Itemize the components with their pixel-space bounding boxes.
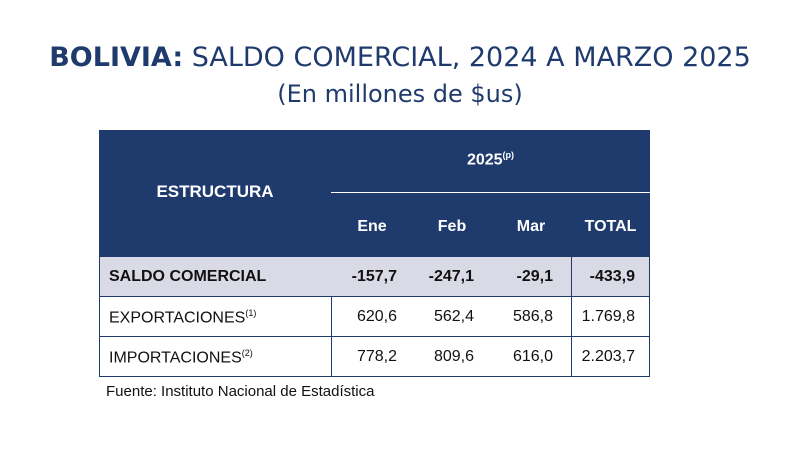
title-bold: BOLIVIA:	[49, 42, 184, 73]
row-label-note: (2)	[241, 348, 253, 358]
cell-feb: 809,6	[433, 348, 474, 365]
row-label-text: EXPORTACIONES	[109, 309, 246, 327]
row-edge-left	[99, 297, 100, 336]
cell-mar: 586,8	[512, 308, 553, 325]
row-edge-right	[649, 297, 650, 336]
cell-ene: 778,2	[356, 348, 397, 365]
row-edge-left	[99, 257, 100, 296]
year-note: (p)	[502, 150, 515, 160]
label-divider	[331, 337, 332, 376]
cell-ene: -157,7	[351, 268, 397, 285]
year-header: 2025(p)	[331, 150, 650, 169]
table-row-saldo: SALDO COMERCIAL -157,7 -247,1 -29,1 -433…	[99, 257, 650, 297]
source-note: Fuente: Instituto Nacional de Estadístic…	[106, 383, 375, 400]
col-mar: Mar	[516, 218, 546, 235]
cell-mar: 616,0	[512, 348, 553, 365]
row-label: EXPORTACIONES(1)	[109, 308, 256, 327]
table-row-exportaciones: EXPORTACIONES(1) 620,6 562,4 586,8 1.769…	[99, 297, 650, 337]
cell-mar: -29,1	[516, 268, 553, 285]
cell-feb: 562,4	[433, 308, 474, 325]
row-label: SALDO COMERCIAL	[109, 268, 267, 285]
label-divider	[331, 297, 332, 336]
page-title: BOLIVIA: SALDO COMERCIAL, 2024 A MARZO 2…	[0, 42, 800, 73]
total-divider	[571, 257, 572, 296]
row-edge-right	[649, 257, 650, 296]
table-row-importaciones: IMPORTACIONES(2) 778,2 809,6 616,0 2.203…	[99, 337, 650, 377]
col-ene: Ene	[357, 218, 387, 235]
col-feb: Feb	[437, 218, 467, 235]
col-total: TOTAL	[584, 218, 637, 235]
cell-feb: -247,1	[428, 268, 474, 285]
row-edge-right	[649, 337, 650, 376]
cell-total: -433,9	[589, 268, 635, 285]
row-label-note: (1)	[245, 308, 257, 318]
cell-ene: 620,6	[356, 308, 397, 325]
row-label: IMPORTACIONES(2)	[109, 348, 253, 367]
trade-balance-table: ESTRUCTURA 2025(p) Ene Feb Mar TOTAL SAL…	[99, 130, 650, 377]
row-label-text: IMPORTACIONES	[109, 349, 242, 367]
total-divider	[571, 297, 572, 336]
table-header: ESTRUCTURA 2025(p) Ene Feb Mar TOTAL	[99, 130, 650, 257]
page-subtitle: (En millones de $us)	[277, 80, 523, 108]
header-divider	[331, 192, 650, 193]
row-edge-left	[99, 337, 100, 376]
cell-total: 2.203,7	[581, 348, 635, 365]
total-divider	[571, 337, 572, 376]
title-rest: SALDO COMERCIAL, 2024 A MARZO 2025	[191, 42, 751, 73]
cell-total: 1.769,8	[581, 308, 635, 325]
stub-header: ESTRUCTURA	[156, 182, 274, 201]
year-label: 2025	[466, 151, 503, 169]
